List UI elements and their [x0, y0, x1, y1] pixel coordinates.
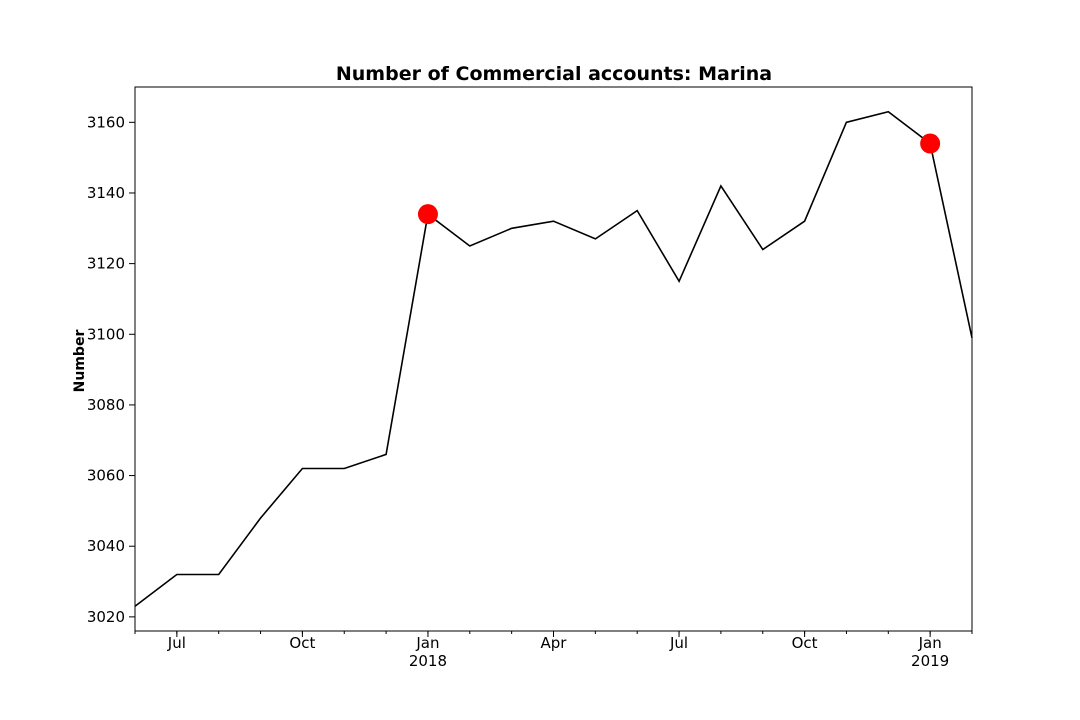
chart-title: Number of Commercial accounts: Marina	[336, 63, 772, 85]
y-tick-label: 3160	[87, 113, 125, 131]
x-tick-year-label: 2018	[409, 652, 447, 670]
x-tick-year-label: 2019	[911, 652, 949, 670]
y-tick-label: 3120	[87, 255, 125, 273]
y-tick-label: 3020	[87, 608, 125, 626]
y-tick-label: 3140	[87, 184, 125, 202]
x-tick-label: Jul	[167, 634, 186, 652]
series-line	[134, 110, 973, 607]
y-axis-label: Number	[72, 330, 88, 393]
highlight-point	[417, 204, 438, 225]
highlight-points	[417, 133, 941, 225]
plot-area-frame	[134, 86, 973, 632]
y-tick-label: 3040	[87, 537, 125, 555]
y-axis: 3020 3040 3060 3080 3100 3120 3140 3160	[87, 113, 135, 626]
y-tick-label: 3060	[87, 467, 125, 485]
x-tick-label: Oct	[289, 634, 315, 652]
x-tick-label: Oct	[792, 634, 818, 652]
y-tick-label: 3100	[87, 325, 125, 343]
x-tick-label: Jan	[918, 634, 942, 652]
x-tick-label: Jan	[415, 634, 439, 652]
x-tick-label: Apr	[541, 634, 568, 652]
y-tick-label: 3080	[87, 396, 125, 414]
highlight-point	[920, 133, 941, 154]
x-tick-label: Jul	[669, 634, 688, 652]
